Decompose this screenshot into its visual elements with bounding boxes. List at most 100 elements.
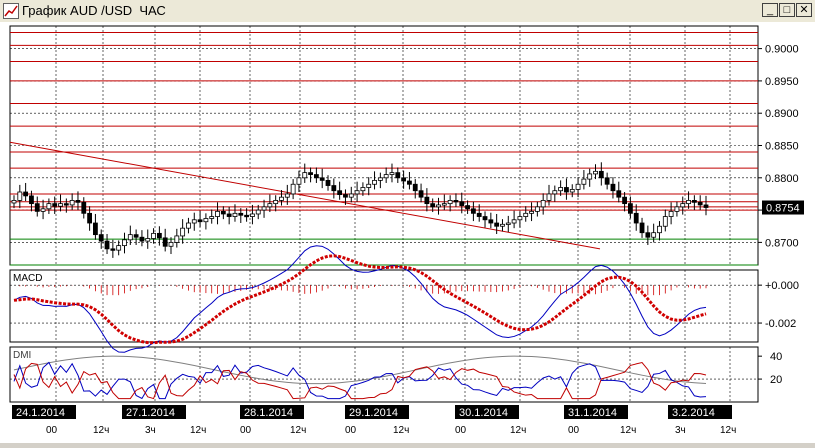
minimize-button[interactable]: _ bbox=[762, 3, 778, 17]
date-label: 29.1.2014 bbox=[349, 407, 398, 419]
candle-body bbox=[273, 200, 279, 205]
candle-body bbox=[366, 183, 372, 188]
candle-body bbox=[174, 235, 180, 243]
time-tick-label: 12ч bbox=[190, 425, 206, 436]
candle-body bbox=[639, 222, 645, 234]
candle-body bbox=[697, 201, 703, 206]
candle-body bbox=[645, 232, 651, 238]
candle-body bbox=[40, 208, 46, 212]
candle-body bbox=[261, 206, 267, 211]
candle-body bbox=[500, 223, 505, 227]
date-badge bbox=[240, 405, 304, 419]
price-tick-label: 0.8950 bbox=[765, 76, 799, 88]
candle-body bbox=[680, 203, 686, 208]
candle-body bbox=[29, 195, 34, 205]
candle-body bbox=[674, 206, 680, 212]
candle-body bbox=[395, 172, 401, 179]
candle-body bbox=[145, 238, 151, 242]
candle-body bbox=[633, 212, 639, 224]
macd-panel[interactable] bbox=[9, 269, 759, 343]
time-tick-label: 3ч bbox=[675, 425, 686, 436]
candle-body bbox=[622, 196, 627, 205]
candle-body bbox=[383, 174, 389, 179]
time-tick-label: 12ч bbox=[720, 425, 736, 436]
candle-body bbox=[436, 204, 441, 208]
candle-body bbox=[17, 191, 23, 201]
candle-body bbox=[46, 203, 52, 210]
close-button[interactable]: ✕ bbox=[796, 3, 812, 17]
candle-body bbox=[296, 177, 302, 185]
candle-body bbox=[122, 239, 127, 247]
candle-body bbox=[703, 204, 709, 208]
candle-body bbox=[302, 172, 308, 179]
current-price-badge bbox=[762, 200, 804, 215]
price-tick-label: 0.9000 bbox=[765, 44, 799, 56]
date-label: 24.1.2014 bbox=[16, 407, 65, 419]
candle-body bbox=[215, 210, 220, 217]
candle-body bbox=[662, 216, 668, 227]
candle-body bbox=[63, 203, 69, 206]
chart-area[interactable]: 0.90000.89500.89000.88500.88000.87500.87… bbox=[0, 22, 815, 443]
window-titlebar[interactable]: График AUD /USD ЧАС _ □ ✕ bbox=[0, 0, 815, 23]
candle-body bbox=[534, 206, 540, 212]
candle-body bbox=[482, 216, 488, 221]
candle-body bbox=[517, 216, 523, 221]
candle-body bbox=[238, 212, 244, 216]
time-tick-label: 00 bbox=[46, 425, 58, 436]
candle-body bbox=[98, 234, 104, 242]
candle-body bbox=[587, 173, 593, 180]
candle-body bbox=[34, 203, 40, 212]
candle-body bbox=[267, 203, 273, 208]
candle-body bbox=[203, 218, 209, 223]
dmi-plus-line bbox=[13, 361, 707, 400]
macd-signal-line bbox=[13, 254, 707, 345]
candle-body bbox=[523, 212, 529, 217]
maximize-button[interactable]: □ bbox=[779, 3, 795, 17]
candle-body bbox=[552, 190, 558, 195]
date-badge bbox=[668, 405, 732, 419]
time-tick-label: 12ч bbox=[510, 425, 526, 436]
macd-tick-label: -0.002 bbox=[765, 318, 796, 330]
candle-body bbox=[93, 222, 98, 236]
candle-body bbox=[191, 219, 197, 224]
macd-tick-label: +0.000 bbox=[765, 280, 799, 292]
candle-body bbox=[360, 187, 366, 192]
candle-body bbox=[540, 200, 546, 208]
candle-body bbox=[104, 240, 110, 250]
candle-body bbox=[348, 193, 354, 198]
candle-body bbox=[220, 210, 226, 215]
candle-body bbox=[686, 200, 691, 205]
dmi-tick-label: 40 bbox=[770, 351, 782, 363]
candle-body bbox=[465, 205, 470, 210]
dmi-tick-label: 20 bbox=[770, 374, 782, 386]
candle-body bbox=[284, 193, 290, 198]
time-tick-label: 00 bbox=[568, 425, 580, 436]
candle-body bbox=[412, 183, 418, 192]
candle-body bbox=[430, 203, 436, 208]
candle-body bbox=[569, 189, 575, 193]
chart-app-icon bbox=[3, 3, 19, 19]
candle-body bbox=[407, 180, 412, 185]
time-tick-label: 00 bbox=[455, 425, 467, 436]
candle-body bbox=[139, 236, 145, 242]
price-tick-label: 0.8850 bbox=[765, 141, 799, 153]
window-title: График AUD /USD ЧАС bbox=[22, 3, 166, 18]
date-badge bbox=[122, 405, 186, 419]
candle-body bbox=[133, 234, 139, 238]
candle-body bbox=[209, 216, 215, 219]
candle-body bbox=[255, 209, 261, 215]
macd-line bbox=[13, 245, 707, 353]
time-tick-label: 00 bbox=[240, 425, 252, 436]
candle-body bbox=[325, 179, 331, 186]
candle-body bbox=[58, 203, 63, 207]
candle-body bbox=[354, 190, 360, 195]
candle-body bbox=[401, 177, 407, 182]
candle-body bbox=[186, 222, 191, 229]
candle-body bbox=[290, 183, 296, 195]
date-badge bbox=[564, 405, 628, 419]
candle-body bbox=[11, 200, 17, 204]
time-tick-label: 00 bbox=[345, 425, 357, 436]
candle-body bbox=[604, 177, 610, 185]
candle-body bbox=[319, 177, 325, 181]
candle-body bbox=[476, 212, 482, 217]
